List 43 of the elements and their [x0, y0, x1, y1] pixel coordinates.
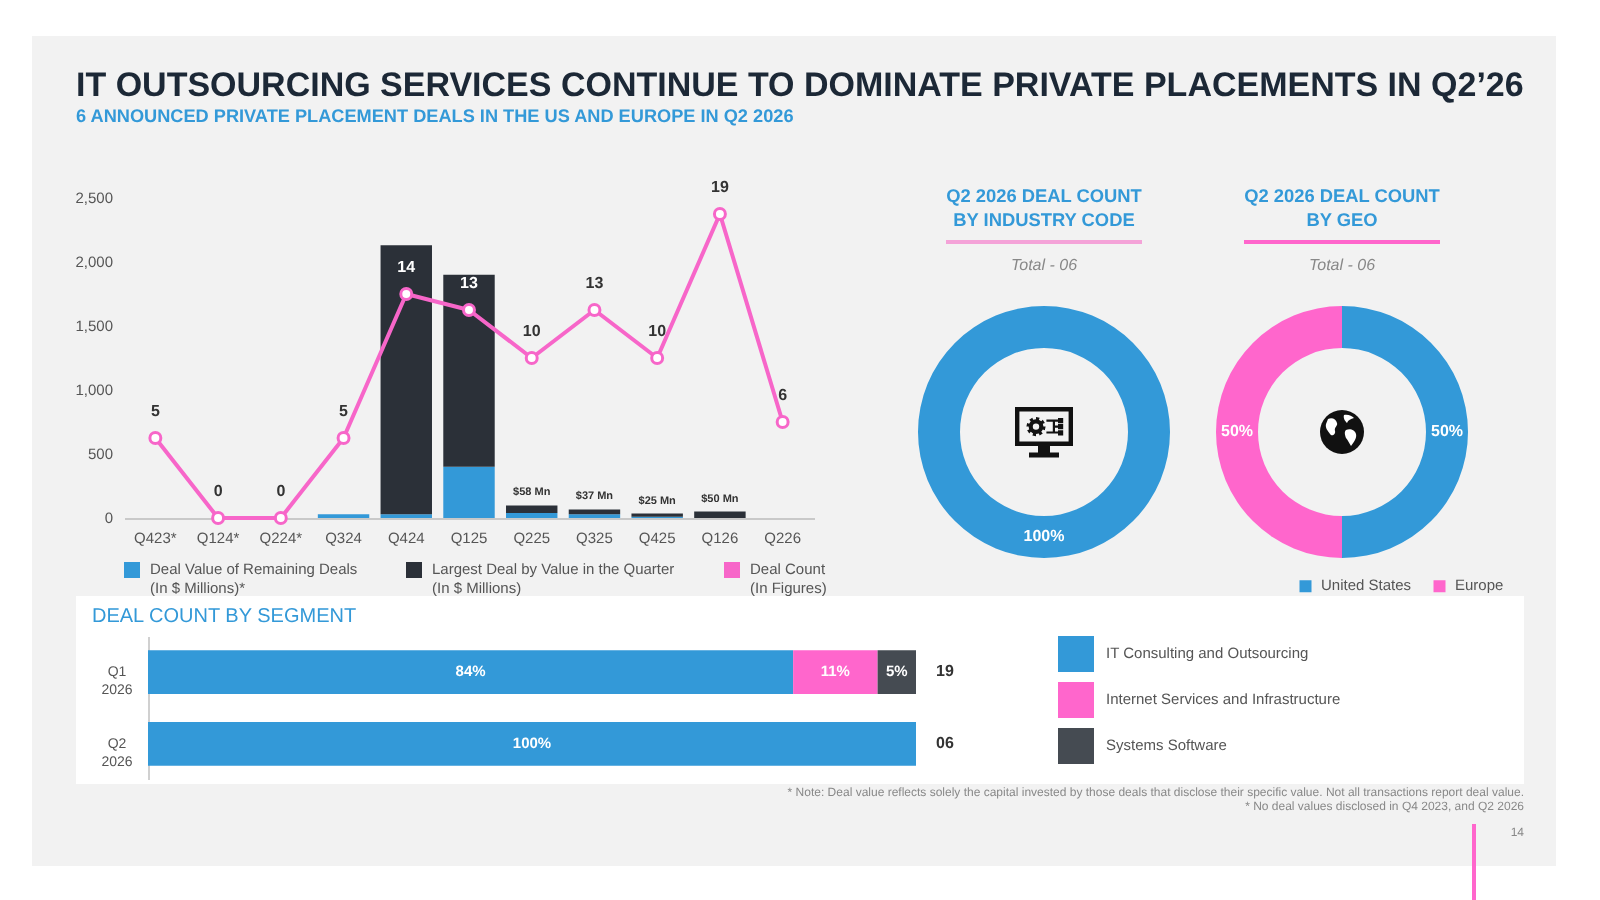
- donut-slice: [1342, 306, 1468, 558]
- chart-subtitle: 6 ANNOUNCED PRIVATE PLACEMENT DEALS IN THE US AND EUROPE IN Q2 2026: [76, 106, 794, 126]
- data-label: 0: [213, 482, 224, 500]
- point: [462, 303, 476, 317]
- data-label: 13: [460, 274, 479, 292]
- bar: [380, 245, 432, 515]
- data-label: 14: [397, 258, 417, 276]
- point: [273, 511, 288, 525]
- chart-subtitle: Total - 06: [1306, 256, 1378, 274]
- bar: [506, 505, 558, 513]
- point: [211, 511, 226, 525]
- chart-title: Q2 2026 DEAL COUNT BY INDUSTRY CODE: [944, 184, 1144, 232]
- data-label: 6: [778, 386, 789, 404]
- point: [524, 351, 539, 365]
- donut-slice: [1216, 306, 1342, 558]
- bar: [443, 274, 495, 467]
- point: [336, 431, 351, 445]
- point: [650, 351, 665, 365]
- data-label: 50%: [1430, 422, 1464, 440]
- chart-title: Q2 2026 DEAL COUNT BY GEO: [1242, 184, 1442, 232]
- bar: [694, 511, 746, 518]
- chart-title: DEAL COUNT BY SEGMENT: [92, 606, 357, 628]
- data-label: 5: [339, 402, 350, 420]
- annotation: 06: [936, 733, 955, 752]
- bar: [506, 512, 558, 518]
- bar: [443, 466, 495, 518]
- data-label: 10: [522, 322, 542, 340]
- bar: [568, 509, 621, 515]
- point: [148, 431, 163, 445]
- data-label: 0: [276, 482, 287, 500]
- data-label: 10: [648, 322, 668, 340]
- annotation: 19: [936, 662, 955, 681]
- point: [712, 207, 727, 221]
- point: [399, 287, 414, 301]
- data-label: 100%: [1023, 527, 1065, 545]
- data-label: 13: [585, 274, 605, 292]
- data-label: 5: [150, 402, 161, 420]
- data-label: 19: [711, 178, 730, 196]
- point: [775, 415, 790, 429]
- point: [587, 303, 602, 317]
- data-label: 50%: [1220, 422, 1254, 440]
- chart-title: IT OUTSOURCING SERVICES CONTINUE TO DOMINATE PRIVATE PLACEMENTS IN Q2’26: [76, 66, 1524, 106]
- chart-subtitle: Total - 06: [1008, 256, 1080, 274]
